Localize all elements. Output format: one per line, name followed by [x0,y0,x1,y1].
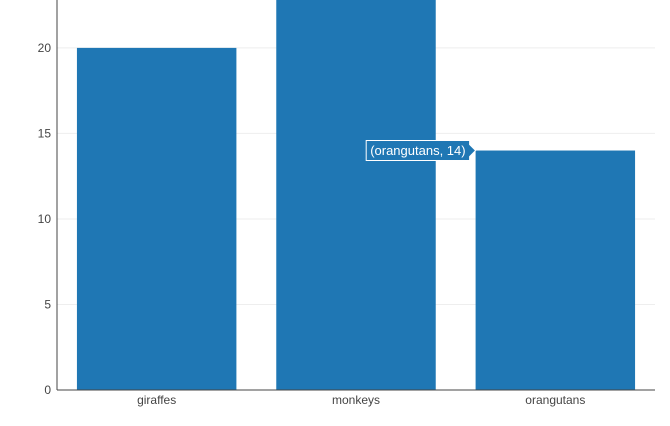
bar-giraffes [76,47,237,390]
y-tick-label-20: 20 [38,41,52,55]
bar-monkeys [276,0,436,390]
tooltip-box [365,140,477,162]
y-tick-label-5: 5 [44,297,51,311]
y-tick-label-0: 0 [44,383,51,397]
x-tick-label-orangutans: orangutans [525,393,585,407]
y-tick-label-15: 15 [38,126,52,140]
x-tick-label-giraffes: giraffes [137,393,176,407]
hover-tooltip: (orangutans, 14) [365,140,477,162]
axes: 0 5 10 15 20 giraffes monkeys orangutans [38,0,655,407]
x-tick-label-monkeys: monkeys [332,393,380,407]
tooltip-label: (orangutans, 14) [370,143,465,158]
bar-orangutans [475,150,636,390]
y-tick-label-10: 10 [38,212,52,226]
bars [76,0,636,390]
